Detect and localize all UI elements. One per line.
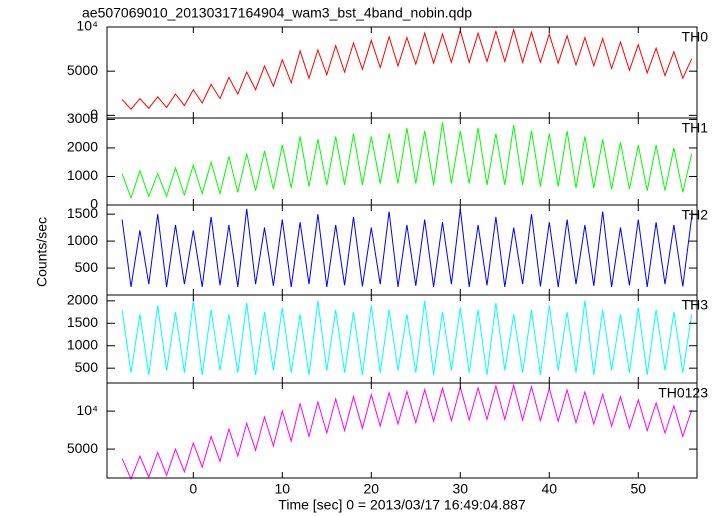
panel-label: TH0 [682,29,709,45]
y-tick-label: 500 [75,359,99,375]
panel-label: TH2 [682,207,709,223]
y-tick-label: 10⁴ [76,18,98,34]
y-tick-label: 500 [75,259,99,275]
panel-frame [106,26,698,119]
y-tick-label: 1000 [67,232,98,248]
x-tick-label: 50 [630,481,646,497]
y-tick-label: 10⁴ [76,402,98,418]
data-line [121,27,693,110]
y-axis-label: Counts/sec [34,217,50,287]
panel-frame [106,204,698,296]
panel-label: TH3 [682,297,709,313]
panel-label: TH0123 [658,385,708,401]
y-tick-label: 2000 [67,292,98,308]
y-tick-label: 0 [90,106,98,122]
y-tick-label: 0 [90,196,98,212]
panel-frame [106,294,698,384]
chart-title: ae507069010_20130317164904_wam3_bst_4ban… [82,5,472,21]
y-tick-label: 1000 [67,336,98,352]
x-axis-label: Time [sec] 0 = 2013/03/17 16:49:04.887 [278,497,526,513]
y-tick-label: 5000 [67,440,98,456]
y-tick-label: 1500 [67,314,98,330]
data-line [121,208,693,287]
y-tick-label: 3000 [67,110,98,126]
y-tick-label: 2000 [67,139,98,155]
data-line [121,300,693,375]
y-tick-label: 1000 [67,167,98,183]
x-tick-label: 20 [364,481,380,497]
y-tick-label: 1500 [67,205,98,221]
data-line [121,122,693,200]
x-tick-label: 40 [541,481,557,497]
y-tick-label: 5000 [67,62,98,78]
data-line [121,383,693,481]
x-tick-label: 30 [452,481,468,497]
x-tick-label: 0 [189,481,197,497]
x-tick-label: 10 [275,481,291,497]
panel-label: TH1 [682,120,709,136]
panel-frame [106,382,698,479]
